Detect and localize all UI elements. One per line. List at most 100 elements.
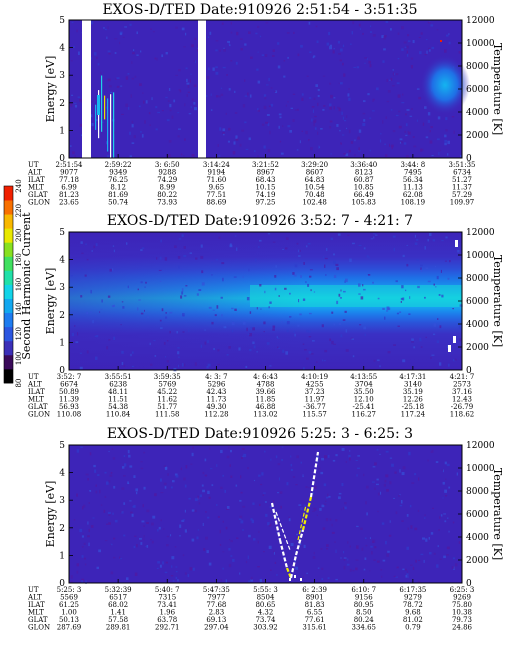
noise-speck: [123, 364, 126, 367]
noise-speck: [433, 333, 436, 336]
noise-speck: [140, 131, 142, 133]
noise-speck: [168, 140, 172, 143]
noise-speck: [196, 44, 199, 47]
noise-speck: [143, 535, 145, 538]
noise-speck: [333, 323, 335, 326]
noise-speck: [445, 129, 448, 132]
table-cell: 3: 6:50: [155, 161, 180, 169]
noise-speck: [159, 564, 162, 568]
noise-speck: [455, 563, 458, 567]
noise-speck: [85, 473, 89, 476]
noise-speck: [191, 538, 195, 542]
noise-speck: [314, 486, 317, 489]
noise-speck: [308, 486, 310, 489]
noise-speck: [380, 132, 382, 135]
colorbar-label: Second Harmonic Current: [20, 212, 33, 360]
noise-speck: [288, 518, 291, 522]
noise-speck: [209, 447, 211, 450]
noise-speck: [154, 355, 157, 357]
noise-speck: [225, 112, 227, 115]
noise-speck: [90, 525, 94, 528]
noise-speck: [188, 113, 192, 115]
noise-speck: [348, 97, 351, 101]
noise-speck: [375, 234, 378, 236]
noise-speck: [270, 103, 274, 107]
noise-speck: [165, 316, 168, 319]
table-cell: 6:17:35: [399, 586, 426, 594]
noise-speck: [81, 535, 84, 538]
noise-speck: [201, 282, 205, 286]
signal-trace: [270, 502, 282, 541]
table-cell: 6734: [453, 169, 471, 177]
noise-speck: [228, 88, 231, 91]
noise-speck: [296, 242, 299, 245]
noise-speck: [352, 355, 355, 358]
noise-speck: [427, 239, 429, 242]
noise-speck: [184, 103, 186, 107]
noise-speck: [207, 516, 210, 519]
y-right-tick-label: 4000: [466, 533, 489, 543]
noise-speck: [178, 89, 181, 91]
noise-speck: [345, 461, 347, 463]
noise-speck: [383, 48, 386, 51]
noise-speck: [131, 365, 134, 367]
noise-speck: [290, 543, 294, 546]
noise-speck: [144, 120, 146, 124]
noise-speck: [96, 566, 99, 570]
noise-speck: [184, 363, 186, 367]
table-cell: 6: 2:39: [302, 586, 327, 594]
noise-speck: [204, 329, 206, 331]
noise-speck: [323, 503, 327, 505]
noise-speck: [234, 90, 236, 93]
noise-speck: [333, 48, 335, 50]
noise-speck: [401, 285, 404, 289]
noise-speck: [312, 556, 316, 559]
signal-spike: [95, 104, 97, 130]
noise-speck: [444, 461, 447, 465]
noise-speck: [108, 52, 111, 55]
noise-speck: [282, 125, 284, 127]
noise-speck: [349, 457, 351, 461]
noise-speck: [372, 540, 374, 543]
noise-speck: [263, 331, 265, 333]
noise-speck: [277, 347, 281, 349]
noise-speck: [123, 475, 126, 477]
noise-speck: [193, 102, 196, 105]
noise-speck: [107, 50, 111, 53]
noise-speck: [140, 249, 143, 252]
noise-speck: [247, 92, 249, 96]
table-cell: 8.12: [110, 184, 126, 192]
noise-speck: [274, 275, 277, 278]
noise-speck: [296, 149, 299, 151]
noise-speck: [423, 559, 425, 563]
noise-speck: [431, 354, 435, 356]
noise-speck: [331, 340, 334, 345]
noise-speck: [135, 488, 138, 492]
noise-speck: [70, 102, 73, 107]
noise-speck: [269, 365, 272, 367]
noise-speck: [454, 358, 457, 361]
noise-speck: [424, 517, 426, 519]
noise-speck: [427, 459, 429, 462]
noise-speck: [81, 134, 83, 137]
noise-speck: [90, 21, 94, 25]
noise-speck: [183, 246, 186, 249]
noise-speck: [340, 289, 342, 292]
noise-speck: [319, 146, 321, 148]
noise-speck: [131, 124, 134, 128]
panel-3-ylabel-right: Temperature [K]: [491, 468, 504, 560]
noise-speck: [313, 291, 316, 293]
colorbar-tick-label: 180: [15, 253, 23, 266]
table-cell: -26.79: [451, 403, 473, 411]
noise-speck: [363, 119, 366, 122]
noise-speck: [70, 275, 73, 277]
noise-speck: [230, 449, 232, 453]
noise-speck: [163, 465, 166, 467]
colorbar-swatch: [4, 256, 13, 271]
noise-speck: [201, 270, 204, 274]
noise-speck: [357, 467, 360, 469]
noise-speck: [181, 363, 184, 367]
noise-speck: [178, 265, 180, 269]
noise-speck: [372, 281, 374, 284]
noise-speck: [360, 296, 364, 300]
